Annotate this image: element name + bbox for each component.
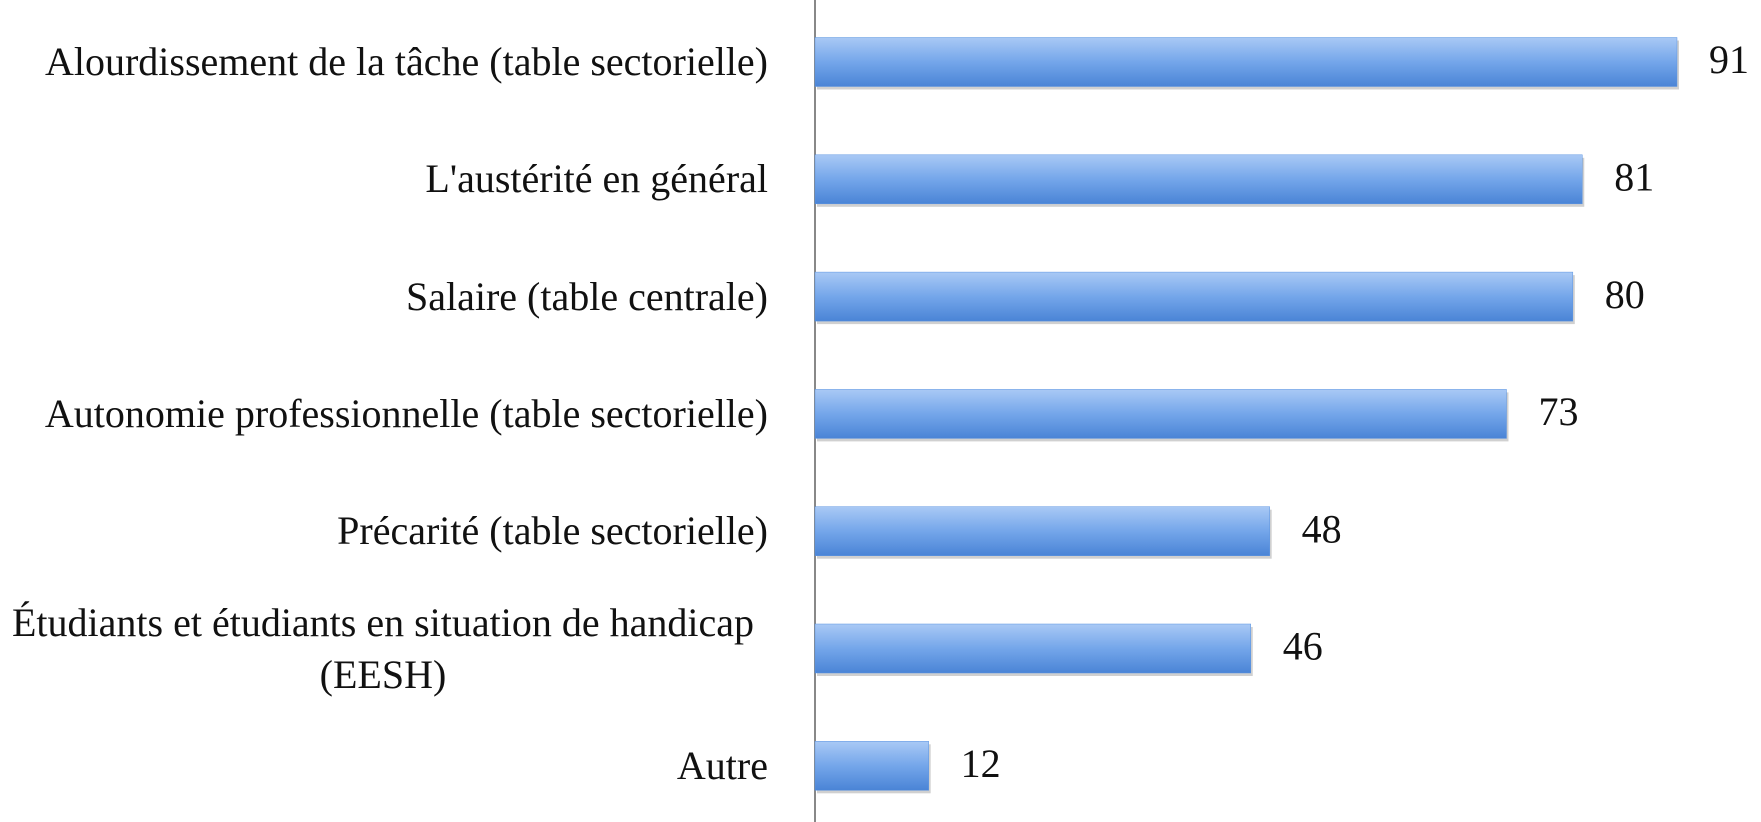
value-label: 91 — [1709, 37, 1749, 82]
bar — [814, 506, 1270, 556]
category-label-box: L'austérité en général — [0, 153, 768, 205]
bar — [814, 741, 929, 791]
category-label: Alourdissement de la tâche (table sector… — [44, 39, 768, 84]
bar — [814, 623, 1251, 674]
value-label: 80 — [1605, 272, 1645, 317]
category-label: Étudiants et étudiants en situation de h… — [11, 599, 755, 697]
category-label: Précarité (table sectorielle) — [337, 508, 768, 554]
value-label: 48 — [1302, 506, 1342, 551]
category-label: Autre — [676, 742, 768, 788]
category-label-box: Étudiants et étudiants en situation de h… — [0, 597, 768, 701]
category-label: Autonomie professionnelle (table sectori… — [44, 390, 768, 436]
value-label: 12 — [961, 741, 1001, 786]
category-label-box: Précarité (table sectorielle) — [0, 505, 768, 557]
bar — [814, 154, 1583, 205]
value-label: 81 — [1614, 154, 1654, 199]
category-label-box: Autonomie professionnelle (table sectori… — [0, 388, 768, 440]
value-label: 46 — [1283, 624, 1323, 669]
category-label-box: Autre — [0, 740, 768, 792]
category-label: Salaire (table centrale) — [406, 273, 768, 319]
category-label-box: Salaire (table centrale) — [0, 271, 768, 323]
category-label: L'austérité en général — [425, 156, 768, 202]
bar — [814, 271, 1574, 322]
bar — [814, 37, 1678, 87]
value-label: 73 — [1538, 389, 1578, 434]
category-label-box: Alourdissement de la tâche (table sector… — [0, 36, 768, 88]
bar — [814, 389, 1507, 439]
